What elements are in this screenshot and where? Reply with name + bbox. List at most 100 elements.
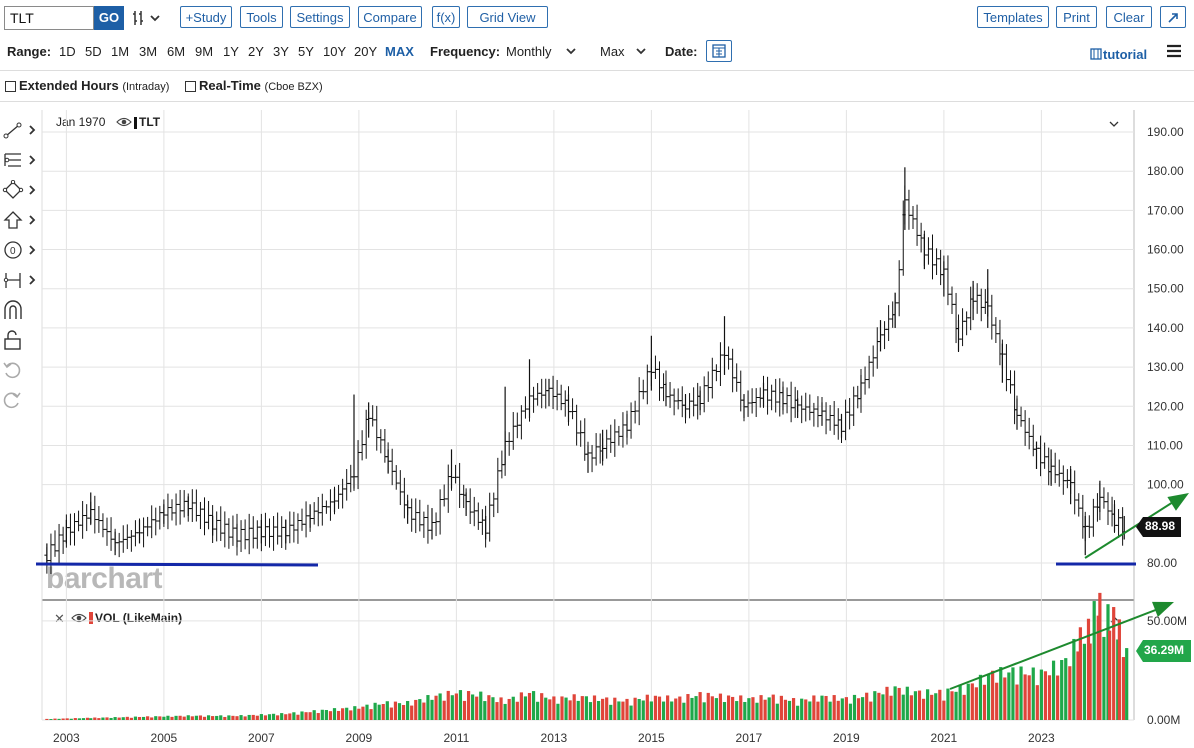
symbol-input[interactable] bbox=[4, 6, 94, 30]
volume-bar bbox=[958, 684, 962, 720]
range-1d[interactable]: 1D bbox=[59, 44, 76, 59]
fib-tool-icon[interactable] bbox=[2, 150, 38, 172]
shape-tool-icon[interactable] bbox=[2, 179, 38, 202]
volume-bar bbox=[487, 695, 491, 720]
range-6m[interactable]: 6M bbox=[167, 44, 186, 59]
realtime-label: Real-Time bbox=[199, 78, 261, 93]
grid-view-button[interactable]: Grid View bbox=[467, 6, 548, 28]
volume-bar bbox=[414, 699, 418, 720]
clear-button[interactable]: Clear bbox=[1106, 6, 1152, 28]
volume-bar bbox=[81, 718, 86, 720]
eye-icon[interactable] bbox=[116, 116, 132, 131]
volume-bar bbox=[85, 717, 90, 720]
extended-hours-option[interactable]: Extended Hours (Intraday) bbox=[19, 78, 169, 93]
volume-bar bbox=[211, 716, 215, 720]
tutorial-link[interactable]: tutorial bbox=[1090, 47, 1147, 63]
add-study-button[interactable]: +Study bbox=[180, 6, 232, 28]
range-5d[interactable]: 5D bbox=[85, 44, 102, 59]
volume-bar bbox=[926, 689, 930, 720]
measure-tool-icon[interactable] bbox=[2, 270, 38, 292]
magnet-icon[interactable] bbox=[2, 300, 38, 322]
film-icon bbox=[1090, 48, 1102, 60]
calendar-icon[interactable] bbox=[706, 40, 732, 62]
volume-bar bbox=[312, 710, 316, 720]
extended-hours-checkbox[interactable] bbox=[5, 81, 16, 92]
range-1m[interactable]: 1M bbox=[111, 44, 130, 59]
volume-bar bbox=[763, 699, 767, 720]
volume-bar bbox=[418, 699, 422, 720]
range-20y[interactable]: 20Y bbox=[354, 44, 378, 59]
volume-bar bbox=[438, 693, 442, 720]
realtime-checkbox[interactable] bbox=[185, 81, 196, 92]
chevron-down-icon[interactable] bbox=[1108, 117, 1120, 132]
volume-bar bbox=[674, 698, 678, 720]
chevron-down-icon[interactable] bbox=[635, 45, 647, 61]
volume-bar bbox=[345, 707, 349, 720]
undo-icon[interactable] bbox=[2, 360, 38, 382]
volume-bar bbox=[174, 715, 178, 720]
trendline-tool-icon[interactable] bbox=[2, 120, 38, 142]
volume-color-swatch bbox=[89, 612, 93, 624]
lock-icon[interactable] bbox=[2, 330, 38, 352]
tools-button[interactable]: Tools bbox=[240, 6, 283, 28]
volume-bar bbox=[978, 674, 983, 720]
volume-bar bbox=[661, 701, 666, 720]
chevron-up-icon[interactable] bbox=[1109, 613, 1121, 628]
last-volume-value: 36.29M bbox=[1144, 643, 1185, 657]
external-link-icon[interactable] bbox=[1160, 6, 1186, 28]
volume-bar bbox=[1051, 660, 1056, 720]
volume-bar bbox=[267, 714, 272, 720]
volume-bar bbox=[536, 701, 540, 720]
x-tick-label: 2017 bbox=[736, 731, 763, 745]
counter-tool-icon[interactable]: 0 bbox=[2, 240, 38, 262]
compare-button[interactable]: Compare bbox=[358, 6, 422, 28]
range-5y[interactable]: 5Y bbox=[298, 44, 314, 59]
divider bbox=[0, 101, 1194, 102]
volume-bar bbox=[389, 707, 393, 720]
volume-bar bbox=[970, 683, 974, 720]
redo-icon[interactable] bbox=[2, 390, 38, 412]
go-button[interactable]: GO bbox=[94, 6, 124, 30]
volume-bar bbox=[629, 705, 633, 720]
eye-icon[interactable] bbox=[71, 612, 87, 627]
x-tick-label: 2019 bbox=[833, 731, 860, 745]
function-button[interactable]: f(x) bbox=[432, 6, 460, 28]
range-3y[interactable]: 3Y bbox=[273, 44, 289, 59]
range-max[interactable]: MAX bbox=[385, 44, 414, 59]
volume-bar bbox=[247, 714, 251, 720]
frequency-select[interactable]: Monthly bbox=[506, 44, 552, 59]
bar-chart-icon[interactable] bbox=[132, 8, 162, 28]
chevron-down-icon[interactable] bbox=[565, 45, 577, 61]
volume-bar bbox=[950, 691, 954, 720]
volume-bar bbox=[280, 713, 284, 720]
x-tick-label: 2023 bbox=[1028, 731, 1055, 745]
aggregation-select[interactable]: Max bbox=[600, 44, 625, 59]
volume-bar bbox=[450, 695, 454, 720]
volume-bar bbox=[483, 701, 487, 720]
volume-bar bbox=[572, 694, 576, 720]
volume-bar bbox=[1064, 658, 1068, 720]
volume-bar bbox=[227, 715, 231, 720]
templates-button[interactable]: Templates bbox=[977, 6, 1049, 28]
print-button[interactable]: Print bbox=[1056, 6, 1097, 28]
hamburger-menu-icon[interactable] bbox=[1166, 44, 1182, 62]
range-3m[interactable]: 3M bbox=[139, 44, 158, 59]
arrow-up-tool-icon[interactable] bbox=[2, 210, 38, 232]
volume-bar bbox=[158, 716, 162, 720]
range-label: Range: bbox=[7, 44, 52, 59]
range-10y[interactable]: 10Y bbox=[323, 44, 347, 59]
volume-tick-label: 50.00M bbox=[1147, 614, 1187, 628]
range-2y[interactable]: 2Y bbox=[248, 44, 264, 59]
close-icon[interactable]: ✕ bbox=[54, 611, 65, 626]
volume-bar bbox=[974, 687, 978, 720]
realtime-option[interactable]: Real-Time (Cboe BZX) bbox=[199, 78, 323, 93]
volume-bar bbox=[1047, 675, 1052, 720]
settings-button[interactable]: Settings bbox=[290, 6, 350, 28]
volume-bar bbox=[1116, 639, 1120, 720]
volume-bar bbox=[617, 701, 621, 720]
range-1y[interactable]: 1Y bbox=[223, 44, 239, 59]
range-9m[interactable]: 9M bbox=[195, 44, 214, 59]
volume-bar bbox=[601, 698, 605, 720]
volume-bar bbox=[592, 695, 597, 720]
